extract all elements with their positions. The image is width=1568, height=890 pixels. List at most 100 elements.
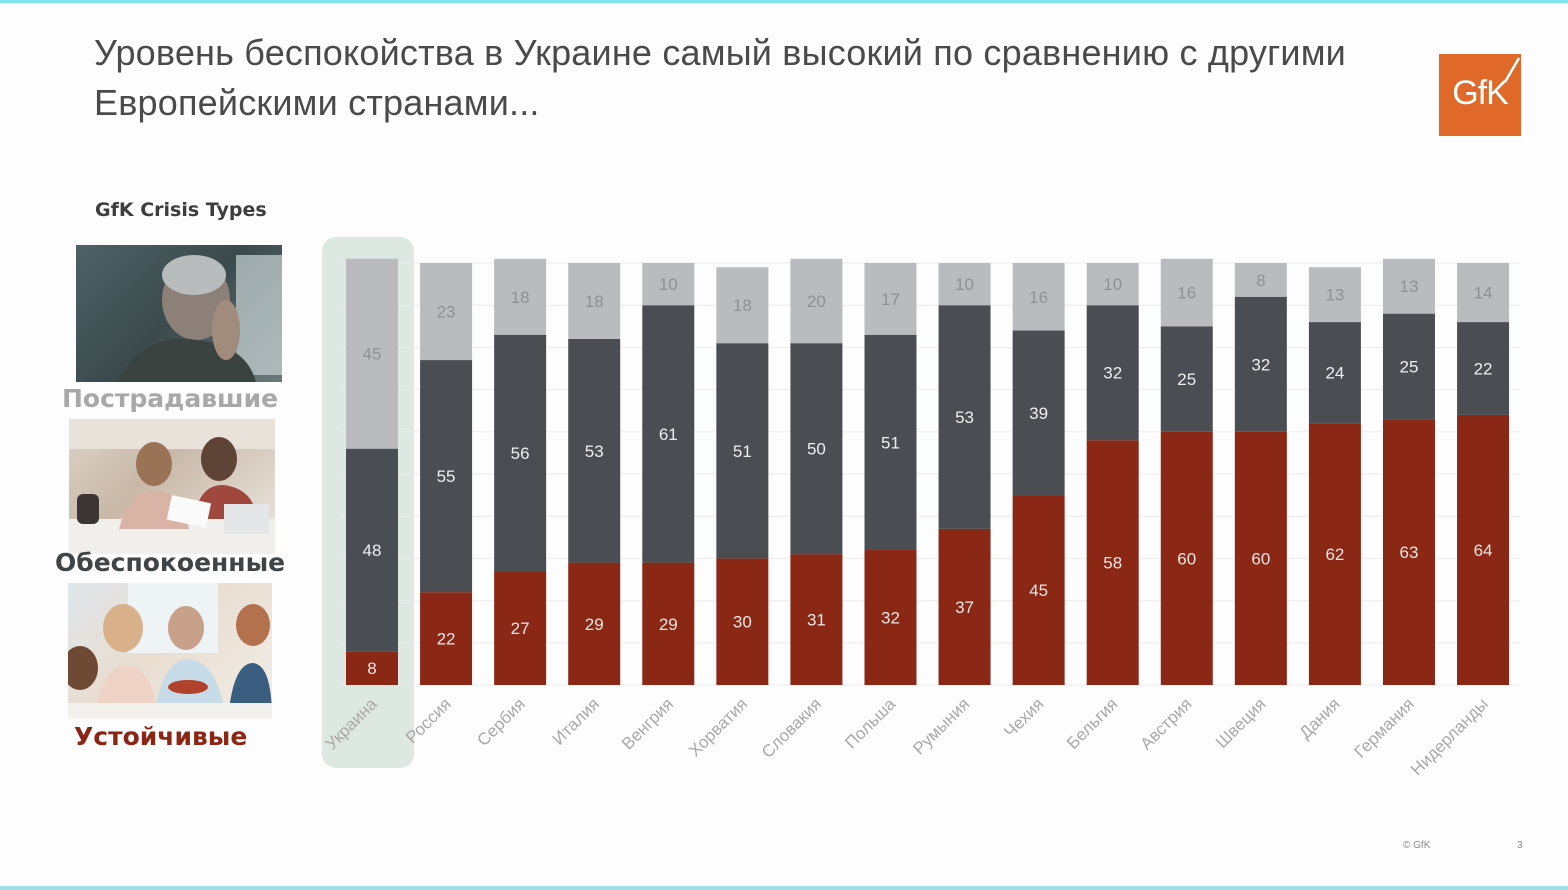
x-tick-label: Германия [1350, 694, 1417, 761]
data-label: 16 [1029, 288, 1048, 307]
x-tick-label: Сербия [473, 694, 529, 750]
data-label: 20 [807, 292, 826, 311]
bar-segment [1382, 258, 1435, 314]
bar-segment [938, 528, 991, 685]
bar-segment [1382, 313, 1435, 420]
bar-segment [790, 554, 843, 685]
bar-segment [1160, 326, 1213, 432]
bar-segment [642, 305, 695, 563]
data-label: 29 [585, 615, 604, 634]
data-label: 58 [1103, 554, 1122, 573]
bar-segment [938, 305, 991, 529]
data-label: 22 [1474, 360, 1493, 379]
bar-segment [494, 334, 547, 572]
bar-segment [1160, 431, 1213, 685]
bar-segment [1457, 414, 1510, 685]
bar-segment [790, 258, 843, 344]
bar-segment [642, 562, 695, 685]
bar-segment [1012, 495, 1065, 685]
data-label: 39 [1029, 404, 1048, 423]
bar-segment [346, 448, 398, 652]
x-tick-label: Дания [1296, 694, 1344, 742]
logo-accent-icon [1503, 57, 1521, 83]
happy-family-photo [68, 583, 272, 719]
x-tick-label: Словакия [758, 694, 825, 761]
x-tick-label: Венгрия [618, 694, 677, 753]
data-label: 48 [363, 541, 382, 560]
data-label: 56 [511, 444, 530, 463]
bar-segment [1234, 296, 1287, 432]
data-label: 61 [659, 425, 678, 444]
gfk-logo: GfK [1439, 54, 1521, 136]
data-label: 55 [437, 467, 456, 486]
data-label: 60 [1251, 549, 1270, 568]
bar-segment [1308, 322, 1361, 424]
data-label: 31 [807, 611, 826, 630]
data-label: 10 [1103, 275, 1122, 294]
bar-segment [420, 360, 473, 593]
bar-segment [1086, 305, 1139, 441]
data-label: 30 [733, 613, 752, 632]
data-label: 32 [881, 608, 900, 627]
data-label: 10 [955, 275, 974, 294]
bar-segment [1457, 322, 1510, 415]
bar-segment [716, 267, 769, 344]
data-label: 23 [437, 303, 456, 322]
bar-segment [568, 263, 621, 339]
bar-segment [420, 263, 473, 361]
bar-segment [346, 258, 398, 449]
footer-page-number: 3 [1517, 840, 1523, 851]
data-label: 8 [367, 659, 376, 678]
bar-segment [568, 338, 621, 563]
data-label: 8 [1256, 271, 1265, 290]
x-tick-label: Италия [549, 694, 603, 748]
data-label: 25 [1400, 357, 1419, 376]
x-tick-label: Швеция [1212, 694, 1270, 752]
data-label: 50 [807, 440, 826, 459]
bar-segment [716, 343, 769, 559]
data-label: 53 [585, 442, 604, 461]
worried-couple-illustration [69, 419, 275, 554]
data-label: 22 [437, 630, 456, 649]
screen-bottom-border [0, 886, 1568, 890]
bar-segment [1012, 330, 1065, 496]
bar-segment [1308, 423, 1361, 685]
bar-segment [1160, 258, 1213, 327]
slide-title: Уровень беспокойства в Украине самый выс… [94, 32, 1346, 123]
data-label: 53 [955, 408, 974, 427]
bar-segment [494, 571, 547, 685]
bar-segment [1086, 440, 1139, 685]
bar-segment [1308, 267, 1361, 323]
data-label: 32 [1251, 355, 1270, 374]
x-tick-label: Австрия [1136, 694, 1195, 753]
data-label: 13 [1325, 286, 1344, 305]
bar-segment [420, 592, 473, 685]
data-label: 45 [363, 345, 382, 364]
x-tick-label: Чехия [1000, 694, 1047, 741]
data-label: 18 [733, 296, 752, 315]
data-label: 18 [511, 288, 530, 307]
data-label: 24 [1325, 364, 1344, 383]
data-label: 45 [1029, 581, 1048, 600]
data-label: 27 [511, 619, 530, 638]
chart-data-labels: 8 48 45 22 55 23 27 56 18 29 53 18 29 61 10 30 51 18 31 50 2… [363, 271, 1493, 678]
logo-text: GfK [1452, 74, 1509, 112]
data-label: 18 [585, 292, 604, 311]
data-label: 29 [659, 615, 678, 634]
x-tick-label: Нидерланды [1407, 694, 1492, 779]
data-label: 17 [881, 290, 900, 309]
worried-couple-photo [69, 419, 275, 554]
happy-family-illustration [68, 583, 272, 719]
bar-segment [346, 651, 398, 685]
chart-bars [346, 258, 1510, 685]
stressed-man-photo [76, 245, 282, 382]
x-tick-label: Украина [322, 694, 382, 754]
bar-segment [716, 558, 769, 685]
bar-segment [1457, 263, 1510, 323]
data-label: 32 [1103, 364, 1122, 383]
data-label: 37 [955, 598, 974, 617]
type-label-worried: Обеспокоенные [55, 548, 286, 577]
screen-top-border [0, 0, 1568, 3]
bar-segment [1012, 263, 1065, 331]
